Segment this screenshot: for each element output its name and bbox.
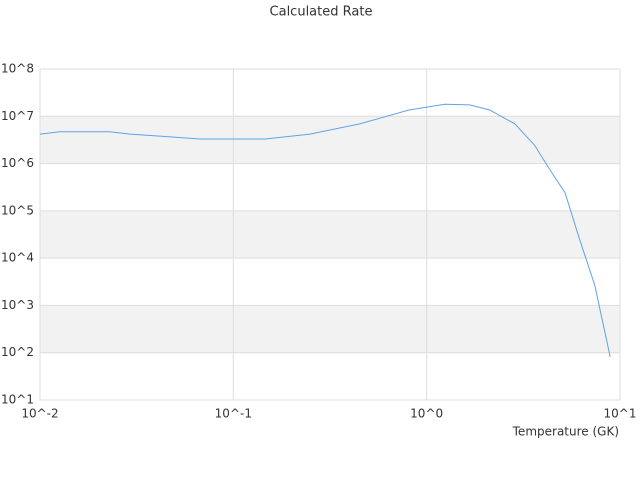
y-tick-label: 10^7 (1, 109, 34, 123)
y-tick-label: 10^4 (1, 251, 34, 265)
y-tick-label: 10^2 (1, 345, 34, 359)
x-tick-label: 10^1 (604, 407, 637, 421)
y-tick-label: 10^1 (1, 393, 34, 407)
x-tick-label: 10^-1 (215, 407, 252, 421)
x-tick-label: 10^-2 (21, 407, 58, 421)
y-tick-label: 10^5 (1, 203, 34, 217)
data-line (39, 103, 611, 358)
y-tick-label: 10^6 (1, 156, 34, 170)
x-tick-label: 10^0 (410, 407, 443, 421)
grid-band (40, 210, 620, 259)
y-tick-label: 10^3 (1, 298, 34, 312)
y-tick-label: 10^8 (1, 62, 34, 76)
x-axis-label: Temperature (GK) (512, 425, 619, 439)
grid-band (40, 305, 620, 353)
chart-title: Calculated Rate (270, 5, 373, 20)
grid-band (40, 116, 620, 164)
plot-background (39, 68, 621, 401)
